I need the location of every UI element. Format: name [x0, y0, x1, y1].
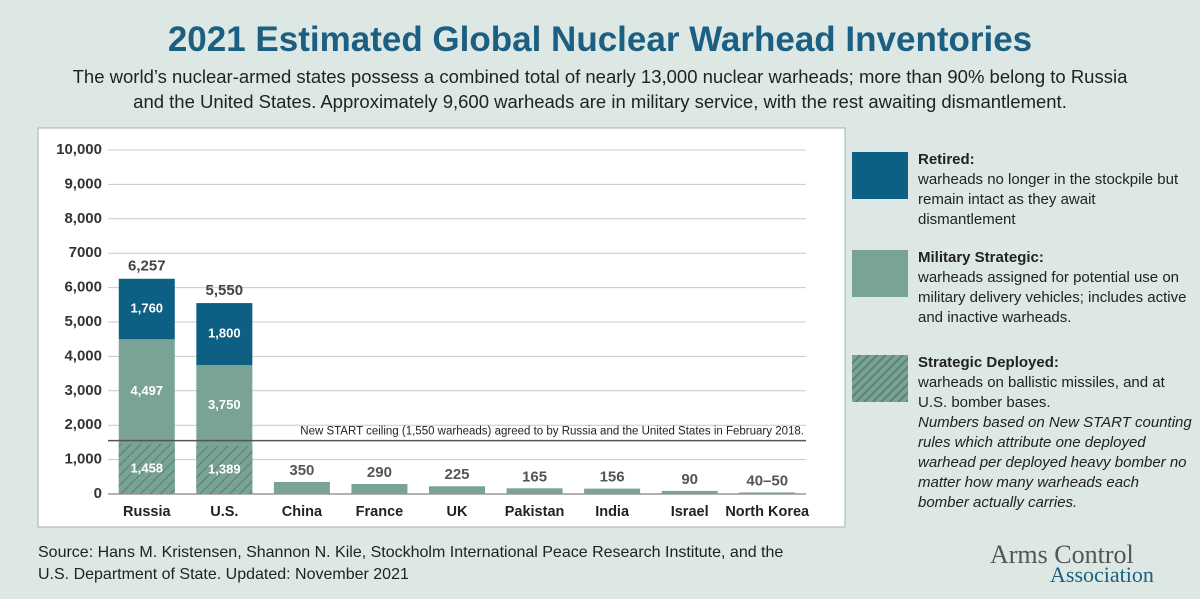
- bar-segment: [196, 446, 253, 494]
- reference-label: New START ceiling (1,550 warheads) agree…: [300, 426, 804, 438]
- legend-swatch: [852, 152, 908, 199]
- logo-line: Arms Control: [990, 540, 1134, 569]
- legend-entry: Strategic Deployed: warheads on ballistic…: [918, 353, 1193, 513]
- y-tick-label: 9,000: [64, 175, 102, 192]
- bar-segment: [429, 486, 485, 494]
- y-tick-label: 4,000: [64, 347, 102, 364]
- bar-segment: [196, 303, 253, 365]
- source: Source: Hans M. Kristensen, Shannon N. K…: [38, 544, 784, 583]
- x-tick-label: U.S.: [210, 504, 238, 520]
- legend-entry: Military Strategic: warheads assigned for…: [918, 248, 1193, 328]
- x-tick-label: Pakistan: [505, 504, 565, 520]
- value-label: 1,760: [131, 300, 164, 315]
- bar-segment: [273, 481, 330, 494]
- x-tick-label: Russia: [123, 504, 171, 520]
- value-label: 1,389: [208, 462, 241, 477]
- legend-name: Strategic Deployed:: [918, 354, 1059, 371]
- bar-segment: [584, 488, 641, 494]
- value-label: 350: [289, 462, 314, 479]
- legend-swatch: [852, 355, 908, 402]
- bar-segment: [739, 492, 796, 494]
- legend-description: warheads on ballistic missiles, and at U…: [918, 374, 1165, 411]
- y-tick-label: 0: [94, 485, 102, 502]
- x-tick-label: North Korea: [725, 504, 810, 520]
- value-label: 40–50: [746, 472, 788, 489]
- bar-segment: [118, 443, 175, 494]
- legend-name: Military Strategic:: [918, 249, 1044, 266]
- y-tick-label: 10,000: [56, 141, 102, 158]
- legend-name: Retired:: [918, 151, 975, 168]
- title: 2021 Estimated Global Nuclear Warhead In…: [167, 20, 1033, 59]
- value-label: 1,458: [131, 460, 164, 475]
- value-label: 165: [522, 468, 547, 485]
- x-tick-label: France: [356, 504, 404, 520]
- x-tick-label: China: [282, 504, 323, 520]
- x-tick-label: UK: [447, 504, 468, 520]
- bar-segment: [118, 278, 175, 340]
- value-label: 1,800: [208, 325, 241, 340]
- logo-line: Association: [1050, 562, 1154, 587]
- value-label: 156: [600, 469, 625, 486]
- y-tick-label: 5,000: [64, 313, 102, 330]
- y-tick-label: 3,000: [64, 382, 102, 399]
- value-label: 3,750: [208, 397, 241, 412]
- bar-segment: [661, 490, 718, 494]
- y-tick-label: 8,000: [64, 210, 102, 227]
- subtitle: The world’s nuclear-armed states possess…: [72, 66, 1128, 112]
- value-label: 225: [444, 466, 469, 483]
- legend-entry: Retired: warheads no longer in the stockp…: [918, 150, 1193, 230]
- legend-note: Numbers based on New START counting rule…: [918, 414, 1192, 511]
- total-label: 6,257: [128, 258, 166, 275]
- legend-swatch: [852, 250, 908, 297]
- y-tick-label: 6,000: [64, 279, 102, 296]
- x-tick-label: Israel: [671, 504, 709, 520]
- y-tick-label: 2,000: [64, 416, 102, 433]
- y-tick-label: 1,000: [64, 451, 102, 468]
- bar-segment: [351, 484, 408, 494]
- x-tick-label: India: [595, 504, 630, 520]
- value-label: 290: [367, 464, 392, 481]
- total-label: 5,550: [206, 282, 244, 299]
- value-label: 4,497: [131, 383, 164, 398]
- legend-description: warheads assigned for potential use on m…: [918, 269, 1187, 326]
- legend-description: warheads no longer in the stockpile but …: [918, 171, 1179, 228]
- y-tick-label: 7000: [69, 244, 102, 261]
- bar-segment: [506, 488, 563, 494]
- value-label: 90: [681, 471, 698, 488]
